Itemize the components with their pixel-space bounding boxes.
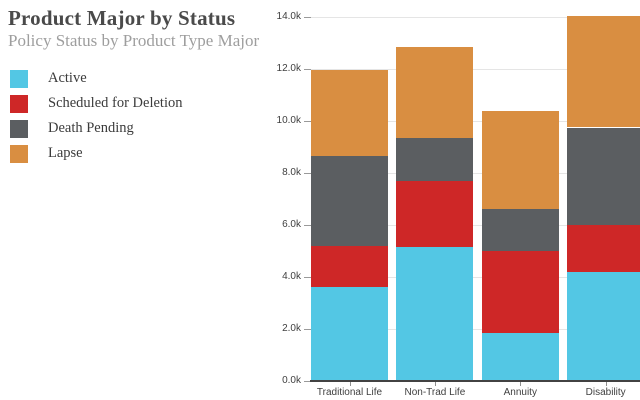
bar-segment-lapse-traditional-life[interactable] (311, 70, 388, 157)
x-axis-line (310, 380, 640, 382)
bar-segment-lapse-non-trad-life[interactable] (396, 46, 474, 138)
y-tick-mark (304, 329, 311, 330)
bar-segment-active-non-trad-life[interactable] (396, 247, 474, 381)
x-tick-mark (605, 382, 607, 386)
legend-label: Active (48, 70, 87, 86)
x-axis-label-non-trad-life: Non-Trad Life (404, 387, 466, 398)
y-tick-mark (304, 225, 311, 226)
y-tick-label: 8.0k (282, 167, 301, 178)
bar-segment-death-pending-non-trad-life[interactable] (396, 137, 474, 181)
bar-segment-lapse-disability[interactable] (567, 15, 640, 128)
y-tick-mark (304, 17, 311, 18)
gridline (311, 17, 640, 18)
x-axis-label-annuity: Annuity (503, 387, 537, 398)
gridline (311, 173, 640, 174)
bar-segment-lapse-annuity[interactable] (481, 110, 559, 210)
y-tick-label: 6.0k (282, 219, 301, 230)
chart-subtitle: Policy Status by Product Type Major (8, 31, 260, 50)
y-tick-label: 2.0k (282, 323, 301, 334)
y-tick-mark (304, 69, 311, 70)
legend-swatch-icon (10, 94, 28, 113)
legend-swatch-icon (10, 119, 28, 138)
bar-segment-scheduled-for-deletion-annuity[interactable] (481, 251, 559, 333)
y-tick-label: 4.0k (282, 271, 301, 282)
bar-segment-scheduled-for-deletion-non-trad-life[interactable] (396, 180, 474, 248)
bar-segment-scheduled-for-deletion-traditional-life[interactable] (311, 245, 388, 288)
legend-label: Scheduled for Deletion (48, 95, 183, 111)
legend-label: Death Pending (48, 120, 134, 136)
bar-segment-death-pending-disability[interactable] (567, 127, 640, 225)
y-tick-label: 14.0k (276, 11, 301, 22)
gridline (311, 69, 640, 70)
legend-item-active[interactable]: Active (10, 66, 183, 91)
x-tick-mark (434, 382, 436, 386)
x-tick-mark (520, 382, 522, 386)
bar-segment-death-pending-annuity[interactable] (481, 209, 559, 251)
bar-segment-active-disability[interactable] (567, 271, 640, 381)
y-tick-mark (304, 277, 311, 278)
gridline (311, 277, 640, 278)
legend-swatch-icon (10, 69, 28, 88)
bar-segment-death-pending-traditional-life[interactable] (311, 156, 388, 246)
x-axis-label-disability: Disability (585, 387, 626, 398)
y-tick-mark (304, 121, 311, 122)
y-tick-label: 0.0k (282, 375, 301, 386)
bar-segment-active-annuity[interactable] (481, 332, 559, 381)
legend-item-scheduled-for-deletion[interactable]: Scheduled for Deletion (10, 91, 183, 116)
gridline (311, 225, 640, 226)
x-axis-label-traditional-life: Traditional Life (316, 387, 383, 398)
legend-item-lapse[interactable]: Lapse (10, 141, 183, 166)
legend-swatch-icon (10, 144, 28, 163)
x-tick-mark (349, 382, 351, 386)
gridline (311, 329, 640, 330)
legend-label: Lapse (48, 145, 83, 161)
legend-item-death-pending[interactable]: Death Pending (10, 116, 183, 141)
bar-segment-active-traditional-life[interactable] (311, 287, 388, 381)
y-tick-label: 12.0k (276, 63, 301, 74)
bar-segment-scheduled-for-deletion-disability[interactable] (567, 225, 640, 272)
y-tick-label: 10.0k (276, 115, 301, 126)
chart-legend: Active Scheduled for Deletion Death Pendin… (10, 66, 183, 166)
gridline (311, 121, 640, 122)
y-tick-mark (304, 173, 311, 174)
chart-title: Product Major by Status (8, 6, 236, 30)
y-tick-mark (304, 381, 311, 382)
